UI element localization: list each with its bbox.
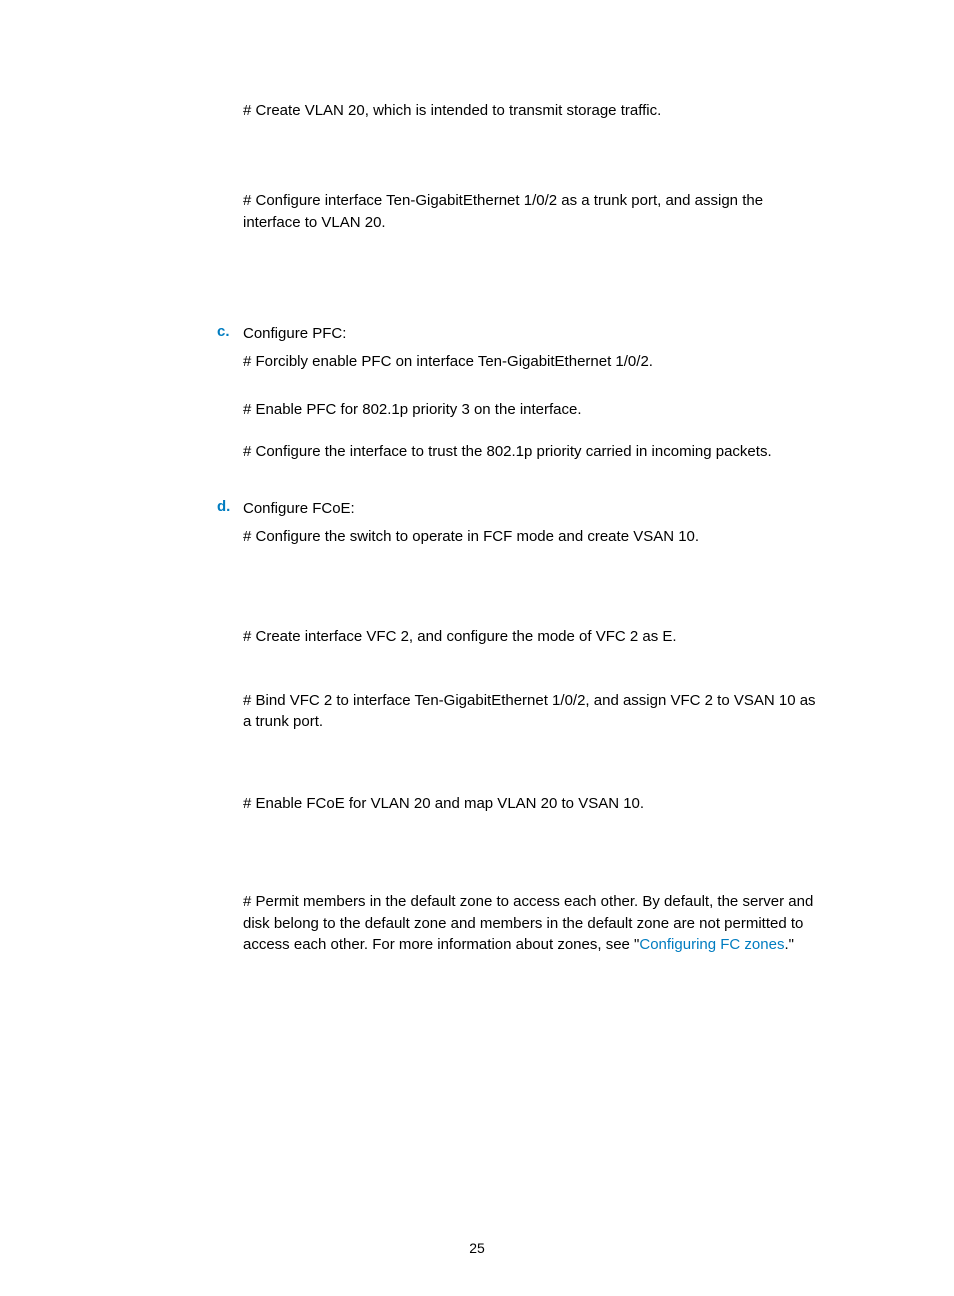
document-page: # Create VLAN 20, which is intended to t…: [0, 0, 954, 1296]
list-title-d: Configure FCoE:: [243, 498, 355, 520]
paragraph: # Configure the interface to trust the 8…: [243, 441, 824, 463]
list-item-c: c. Configure PFC:: [243, 323, 824, 345]
text-after-link: .": [784, 936, 794, 953]
list-item-d: d. Configure FCoE:: [243, 498, 824, 520]
list-marker-d: d.: [217, 498, 243, 515]
paragraph: # Forcibly enable PFC on interface Ten-G…: [243, 351, 824, 373]
list-marker-c: c.: [217, 323, 243, 340]
page-number: 25: [0, 1240, 954, 1256]
paragraph: # Configure the switch to operate in FCF…: [243, 526, 824, 548]
paragraph-with-link: # Permit members in the default zone to …: [243, 891, 824, 956]
paragraph: # Enable PFC for 802.1p priority 3 on th…: [243, 399, 824, 421]
paragraph: # Configure interface Ten-GigabitEtherne…: [243, 190, 824, 234]
list-title-c: Configure PFC:: [243, 323, 346, 345]
paragraph: # Enable FCoE for VLAN 20 and map VLAN 2…: [243, 793, 824, 815]
configuring-fc-zones-link[interactable]: Configuring FC zones: [639, 936, 784, 953]
paragraph: # Create interface VFC 2, and configure …: [243, 626, 824, 648]
paragraph: # Bind VFC 2 to interface Ten-GigabitEth…: [243, 690, 824, 734]
paragraph: # Create VLAN 20, which is intended to t…: [243, 100, 824, 122]
